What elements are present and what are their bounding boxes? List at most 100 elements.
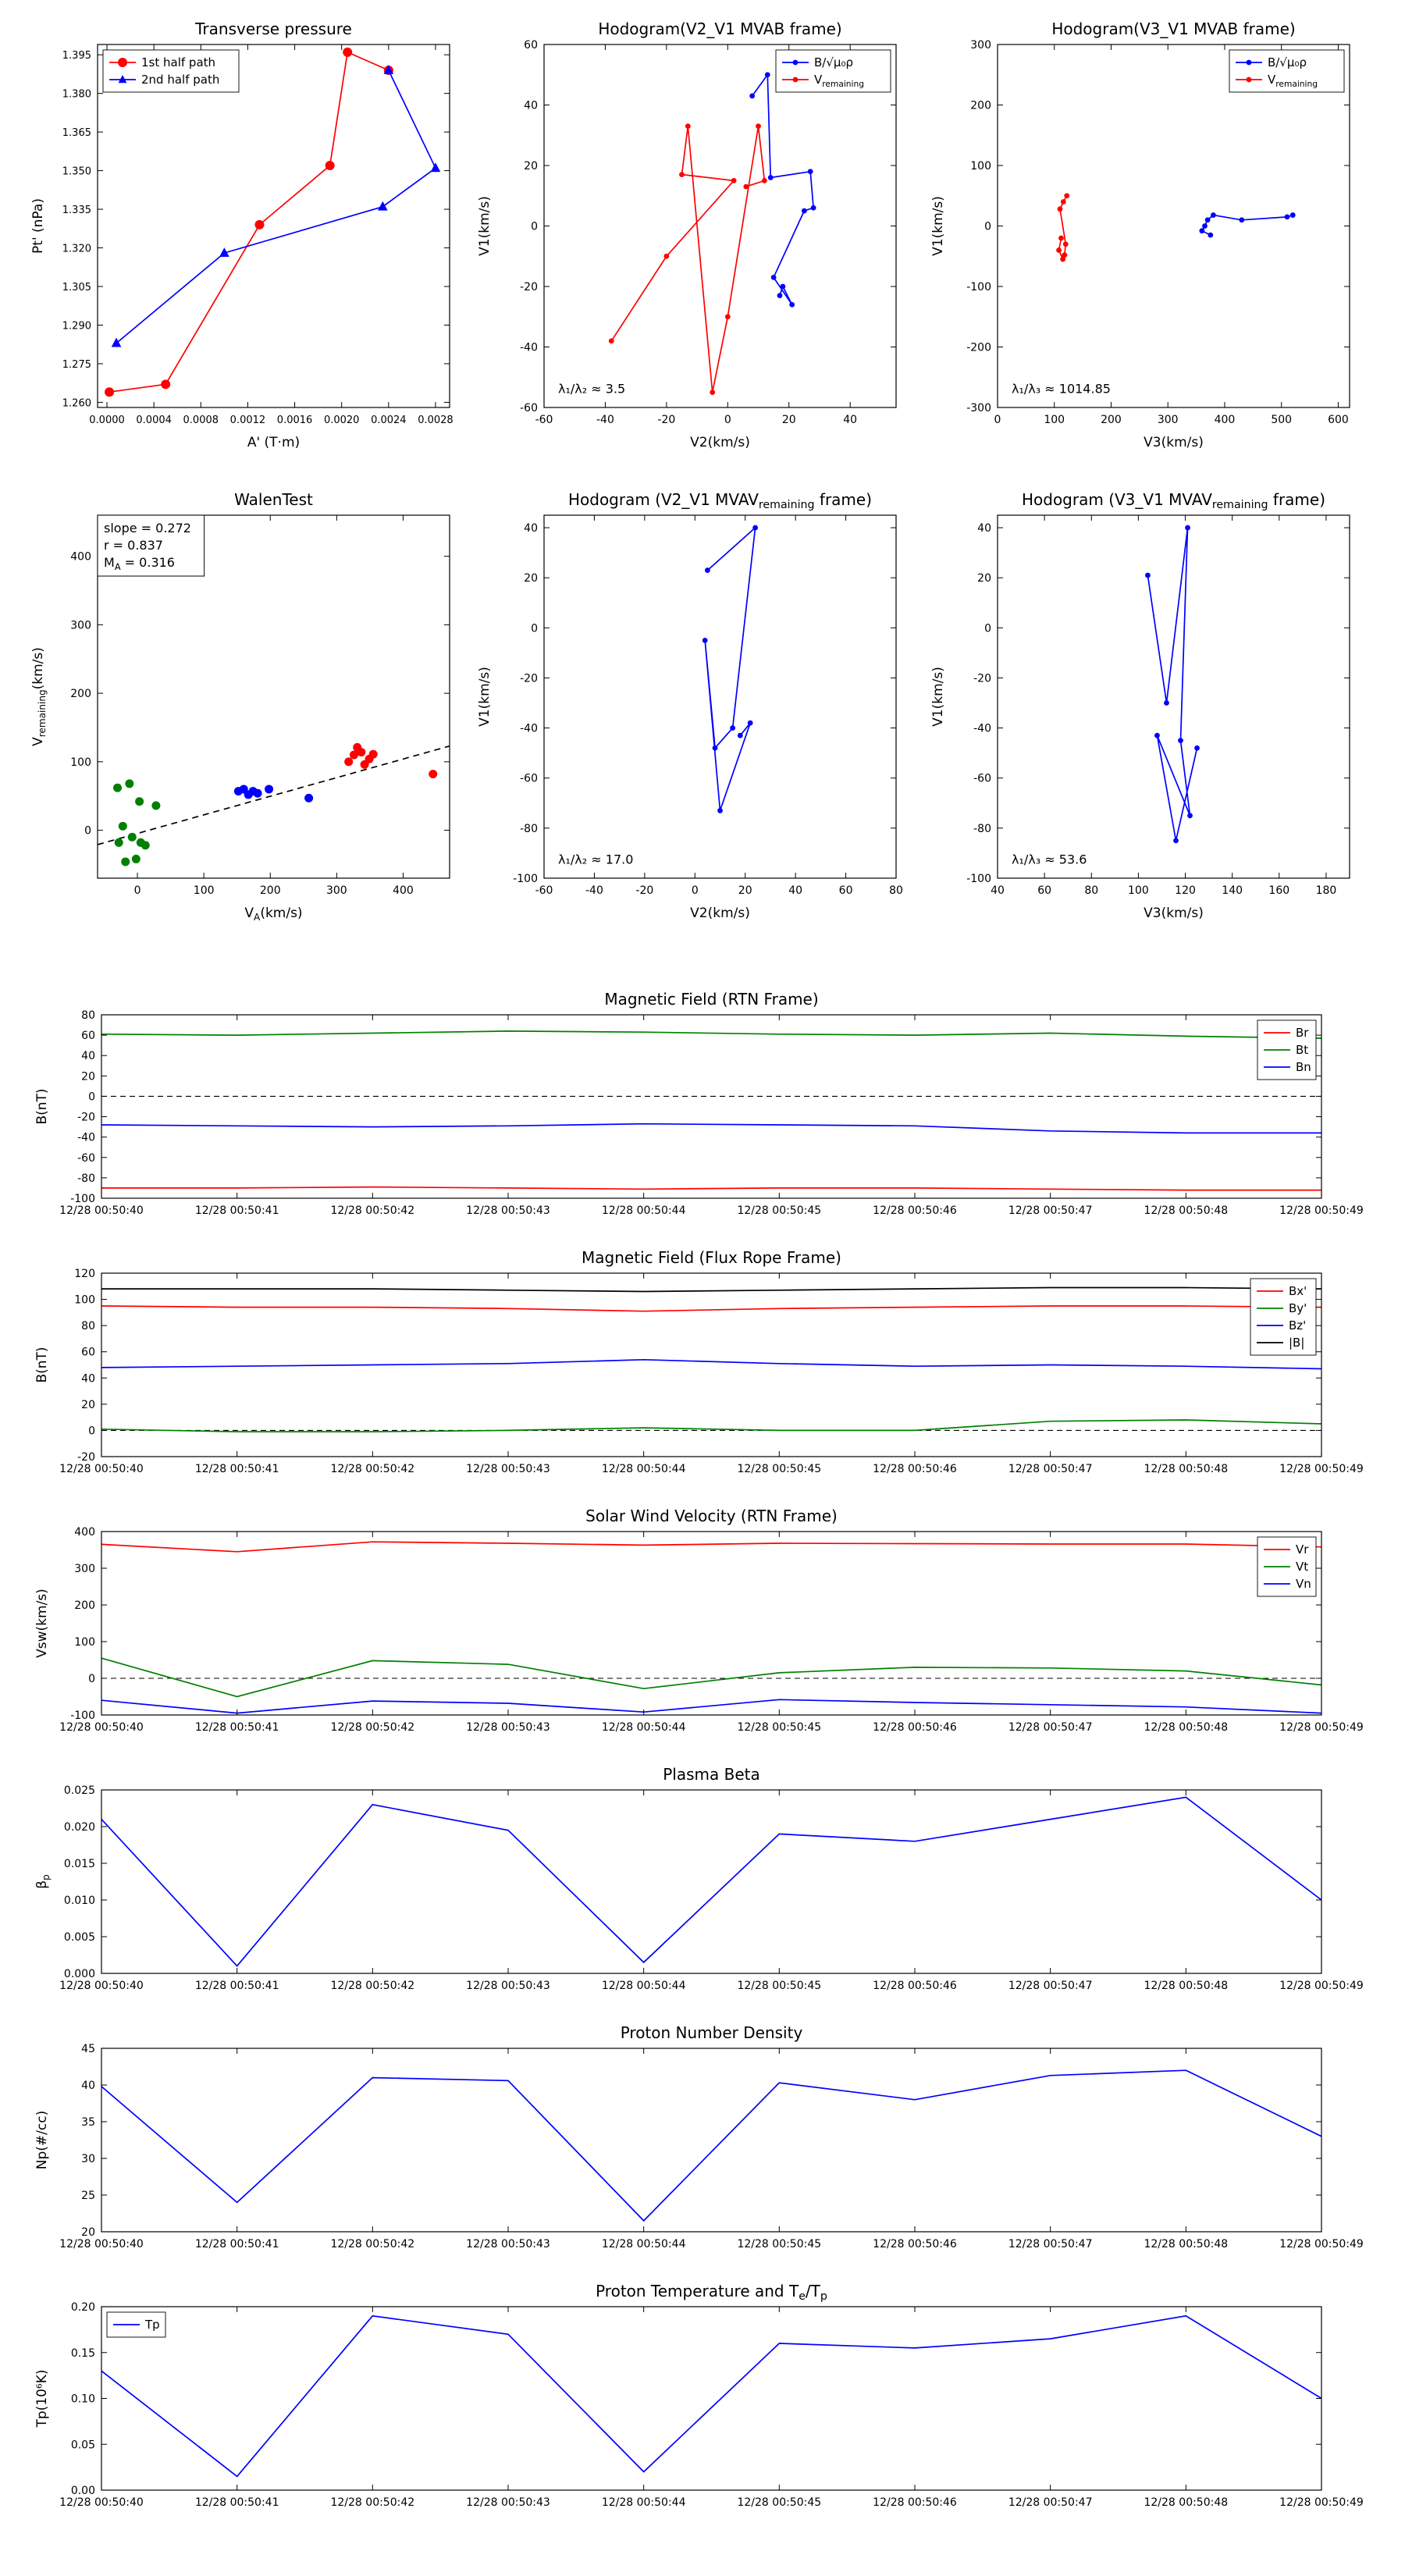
svg-text:1.260: 1.260	[62, 397, 91, 409]
panel-proton-temperature: 12/28 00:50:40 12/28 00:50:41 12/28 00:50:…	[27, 2277, 1378, 2531]
svg-text:Hodogram(V2_V1 MVAB frame): Hodogram(V2_V1 MVAB frame)	[598, 20, 841, 38]
svg-text:λ₁/λ₂ ≈ 17.0: λ₁/λ₂ ≈ 17.0	[558, 852, 633, 866]
svg-text:12/28 00:50:49: 12/28 00:50:49	[1279, 1721, 1364, 1734]
svg-text:0.0024: 0.0024	[371, 415, 407, 426]
svg-text:12/28 00:50:48: 12/28 00:50:48	[1144, 2238, 1228, 2250]
svg-text:12/28 00:50:46: 12/28 00:50:46	[873, 1980, 957, 1992]
svg-text:12/28 00:50:42: 12/28 00:50:42	[330, 1463, 414, 1475]
svg-text:Br: Br	[1296, 1026, 1309, 1040]
svg-text:1.290: 1.290	[62, 320, 91, 332]
svg-text:12/28 00:50:48: 12/28 00:50:48	[1144, 1463, 1228, 1475]
svg-text:-100: -100	[966, 873, 991, 885]
svg-text:V2(km/s): V2(km/s)	[690, 435, 750, 450]
svg-text:1st half path: 1st half path	[141, 55, 215, 69]
svg-text:1.320: 1.320	[62, 244, 91, 255]
svg-text:25: 25	[81, 2190, 95, 2202]
svg-text:-60: -60	[520, 773, 538, 785]
svg-text:0: 0	[88, 1425, 95, 1437]
svg-text:0: 0	[724, 414, 731, 426]
svg-text:300: 300	[74, 1563, 95, 1575]
panel-solar-wind-velocity: 12/28 00:50:40 12/28 00:50:41 12/28 00:50:…	[27, 1502, 1378, 1756]
svg-text:80: 80	[81, 1009, 95, 1022]
svg-text:12/28 00:50:40: 12/28 00:50:40	[59, 1463, 144, 1475]
svg-text:λ₁/λ₃ ≈ 53.6: λ₁/λ₃ ≈ 53.6	[1012, 852, 1087, 866]
svg-text:600: 600	[1328, 414, 1349, 426]
svg-text:B(nT): B(nT)	[34, 1088, 50, 1124]
svg-text:Hodogram (V3_V1 MVAVremaining: Hodogram (V3_V1 MVAVremaining frame)	[1022, 490, 1325, 511]
svg-text:V2(km/s): V2(km/s)	[690, 906, 750, 921]
svg-text:λ₁/λ₃ ≈ 1014.85: λ₁/λ₃ ≈ 1014.85	[1012, 381, 1111, 396]
svg-text:40: 40	[843, 414, 857, 426]
svg-text:12/28 00:50:45: 12/28 00:50:45	[737, 1721, 821, 1734]
svg-text:0: 0	[134, 884, 141, 897]
svg-text:Pt' (nPa): Pt' (nPa)	[30, 198, 46, 254]
svg-text:12/28 00:50:46: 12/28 00:50:46	[873, 1721, 957, 1734]
svg-text:12/28 00:50:42: 12/28 00:50:42	[330, 1204, 414, 1217]
svg-text:12/28 00:50:46: 12/28 00:50:46	[873, 1204, 957, 1217]
svg-text:80: 80	[889, 884, 903, 897]
svg-text:Plasma Beta: Plasma Beta	[663, 1765, 760, 1784]
svg-text:12/28 00:50:45: 12/28 00:50:45	[737, 1463, 821, 1475]
svg-text:Tp: Tp	[144, 2318, 160, 2332]
svg-text:VA(km/s): VA(km/s)	[244, 906, 302, 923]
svg-text:0.0008: 0.0008	[183, 415, 219, 426]
svg-text:140: 140	[1222, 884, 1243, 897]
svg-text:1.365: 1.365	[62, 127, 91, 139]
svg-text:-80: -80	[973, 823, 991, 835]
svg-text:-60: -60	[535, 414, 553, 426]
svg-text:12/28 00:50:42: 12/28 00:50:42	[330, 1721, 414, 1734]
svg-text:12/28 00:50:49: 12/28 00:50:49	[1279, 2496, 1364, 2509]
svg-text:Hodogram (V2_V1 MVAVremaining: Hodogram (V2_V1 MVAVremaining frame)	[568, 490, 872, 511]
svg-text:Solar Wind Velocity (RTN Frame: Solar Wind Velocity (RTN Frame)	[585, 1507, 838, 1525]
svg-text:40: 40	[81, 1372, 95, 1385]
svg-text:12/28 00:50:44: 12/28 00:50:44	[602, 1204, 686, 1217]
svg-text:|B|: |B|	[1289, 1336, 1304, 1350]
svg-text:Vt: Vt	[1296, 1560, 1308, 1574]
svg-text:60: 60	[81, 1030, 95, 1042]
svg-text:100: 100	[74, 1636, 95, 1649]
svg-text:A' (T·m): A' (T·m)	[247, 435, 300, 450]
svg-text:Bn: Bn	[1296, 1060, 1311, 1074]
svg-text:0.015: 0.015	[64, 1858, 95, 1870]
svg-text:0.00: 0.00	[71, 2485, 95, 2497]
svg-text:0.0012: 0.0012	[230, 415, 266, 426]
svg-text:80: 80	[81, 1320, 95, 1332]
svg-text:Vremaining(km/s): Vremaining(km/s)	[30, 647, 48, 746]
svg-text:0: 0	[984, 622, 991, 635]
svg-text:400: 400	[1215, 414, 1236, 426]
svg-text:-40: -40	[973, 723, 991, 735]
svg-text:45: 45	[81, 2043, 95, 2055]
svg-text:40: 40	[524, 522, 538, 535]
svg-text:20: 20	[782, 414, 796, 426]
svg-text:V1(km/s): V1(km/s)	[477, 667, 493, 727]
svg-text:12/28 00:50:43: 12/28 00:50:43	[466, 1463, 550, 1475]
svg-text:-40: -40	[596, 414, 614, 426]
svg-text:120: 120	[1175, 884, 1196, 897]
svg-text:12/28 00:50:46: 12/28 00:50:46	[873, 1463, 957, 1475]
svg-text:0.10: 0.10	[71, 2393, 95, 2406]
svg-text:12/28 00:50:43: 12/28 00:50:43	[466, 1980, 550, 1992]
svg-text:0.010: 0.010	[64, 1895, 95, 1907]
svg-text:20: 20	[81, 1399, 95, 1411]
svg-text:12/28 00:50:47: 12/28 00:50:47	[1008, 2238, 1093, 2250]
svg-text:12/28 00:50:48: 12/28 00:50:48	[1144, 1721, 1228, 1734]
svg-text:12/28 00:50:40: 12/28 00:50:40	[59, 2496, 144, 2509]
svg-text:-20: -20	[973, 672, 991, 685]
svg-text:0.0000: 0.0000	[89, 415, 125, 426]
svg-text:-20: -20	[77, 1451, 95, 1464]
svg-text:160: 160	[1268, 884, 1289, 897]
svg-text:30: 30	[81, 2153, 95, 2165]
svg-text:300: 300	[70, 619, 91, 632]
panel-hodogram-v3v1-mvav: 40 60 80 100 120 140 160 180 -100 -80 -60 -40 -20 0 20…	[923, 482, 1361, 939]
svg-text:12/28 00:50:46: 12/28 00:50:46	[873, 2238, 957, 2250]
svg-text:-80: -80	[77, 1172, 95, 1185]
svg-text:1.335: 1.335	[62, 205, 91, 216]
svg-text:MA = 0.316: MA = 0.316	[104, 555, 175, 572]
svg-text:12/28 00:50:45: 12/28 00:50:45	[737, 1980, 821, 1992]
svg-text:Vremaining: Vremaining	[1268, 73, 1318, 89]
svg-text:1.380: 1.380	[62, 89, 91, 101]
svg-text:100: 100	[970, 160, 991, 173]
svg-text:-200: -200	[966, 342, 991, 354]
svg-text:40: 40	[81, 2080, 95, 2092]
svg-text:0.05: 0.05	[71, 2439, 95, 2451]
